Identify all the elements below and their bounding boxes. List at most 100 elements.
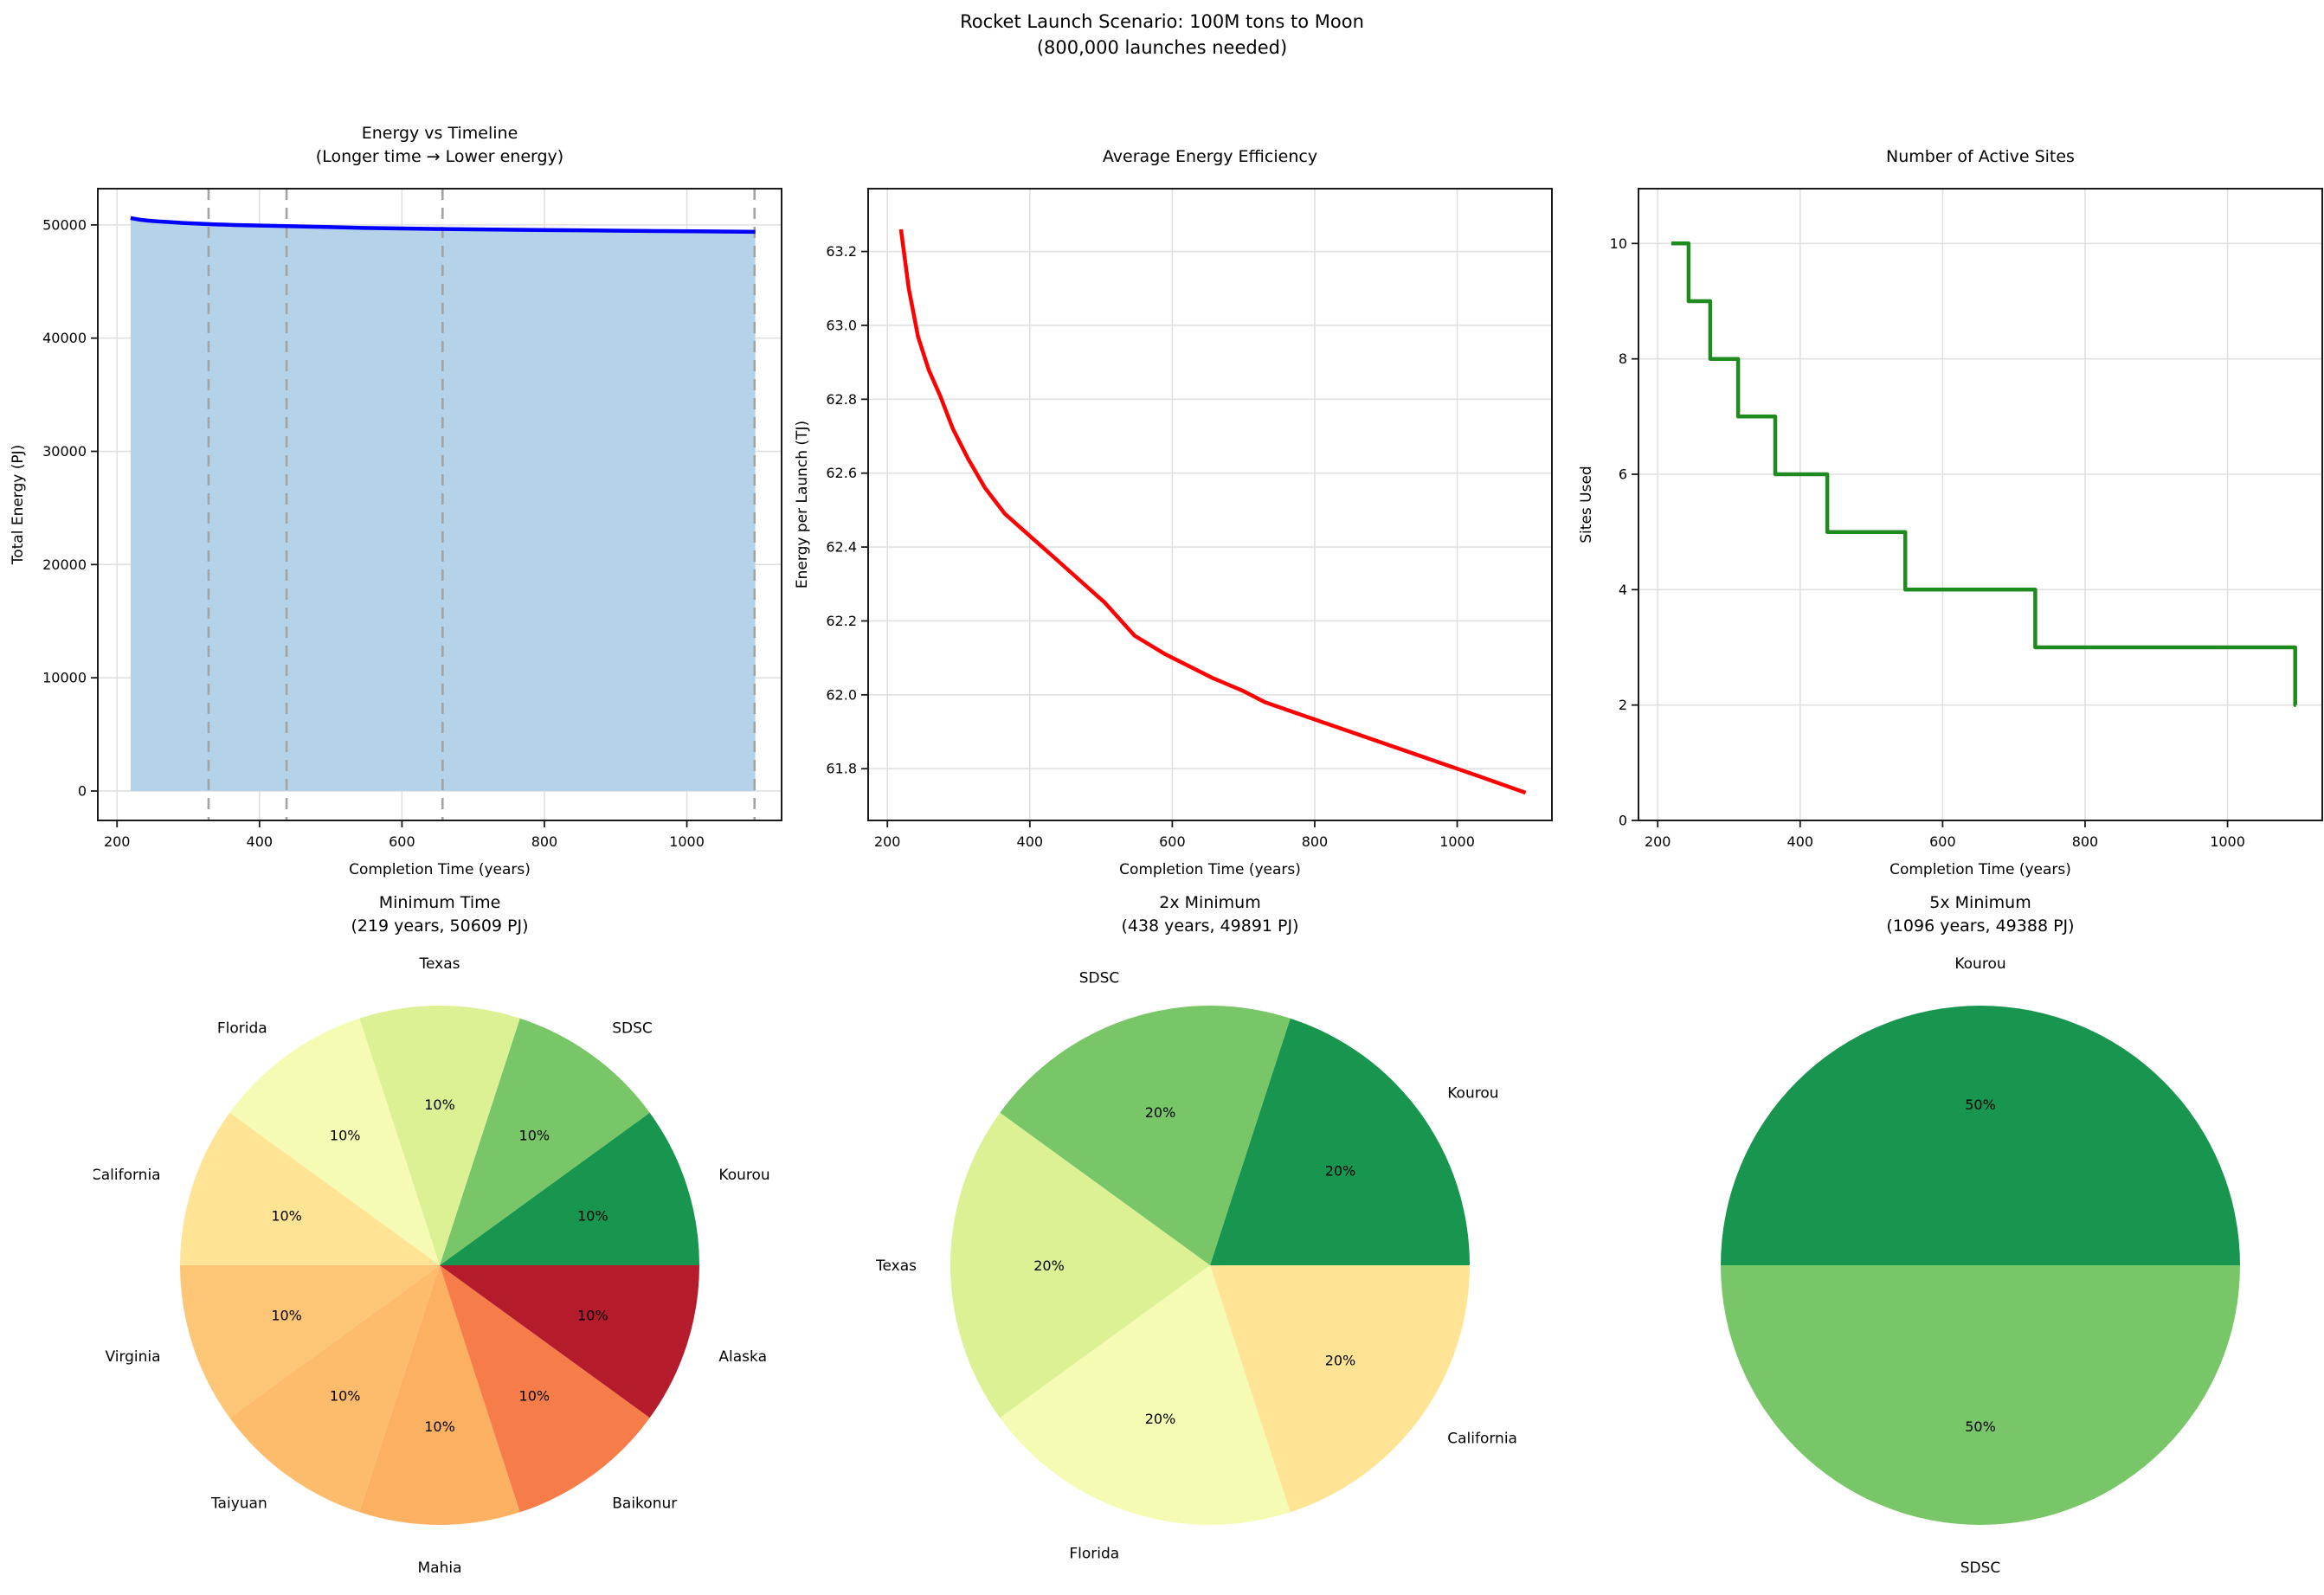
pie-pct-label: 10% xyxy=(577,1307,608,1323)
x-tick-label: 600 xyxy=(1159,833,1186,850)
y-axis-label: Sites Used xyxy=(1578,466,1595,543)
pie-slice-mahia xyxy=(359,1265,520,1525)
pie-slice-baikonur xyxy=(440,1265,650,1513)
x-tick-label: 400 xyxy=(247,833,274,850)
pie-site-label-taiyuan: Taiyuan xyxy=(210,1495,267,1512)
y-tick-label: 20000 xyxy=(42,556,87,573)
pie-site-label-florida: Florida xyxy=(1069,1545,1119,1562)
pie-slice-sdsc xyxy=(440,1018,650,1265)
pie-title-2x-minimum: 2x Minimum (438 years, 49891 PJ) xyxy=(1121,893,1299,936)
x-tick-label: 200 xyxy=(874,833,901,850)
y-tick-label: 62.0 xyxy=(826,686,857,703)
chart-title-energy-vs-timeline: Energy vs Timeline (Longer time → Lower … xyxy=(315,124,564,166)
x-axis-label: Completion Time (years) xyxy=(1889,861,2071,878)
pie-site-label-kourou: Kourou xyxy=(1954,955,2005,973)
pie-pct-label: 10% xyxy=(424,1097,455,1113)
chart-title-average-energy-efficiency: Average Energy Efficiency xyxy=(1102,147,1318,166)
y-tick-label: 10000 xyxy=(42,670,87,686)
y-tick-label: 62.2 xyxy=(826,613,857,629)
pie-pct-label: 10% xyxy=(424,1418,455,1435)
x-tick-label: 800 xyxy=(1302,833,1329,850)
pie-pct-label: 10% xyxy=(519,1387,550,1404)
pie-pct-label: 20% xyxy=(1145,1411,1176,1427)
pie-site-label-sdsc: SDSC xyxy=(1960,1560,2001,1577)
pie-site-label-virginia: Virginia xyxy=(105,1348,160,1366)
y-tick-label: 4 xyxy=(1619,582,1627,598)
y-tick-label: 63.2 xyxy=(826,243,857,260)
x-tick-label: 200 xyxy=(1645,833,1671,850)
y-tick-label: 8 xyxy=(1619,351,1627,367)
number-of-active-sites-chart: 200 400 600 800 1000 0 2 4 6 8 10 Completion Time (… xyxy=(1578,188,2323,878)
pie-site-label-sdsc: SDSC xyxy=(612,1020,653,1038)
pie-slice-alaska xyxy=(440,1265,699,1418)
pie-site-label-alaska: Alaska xyxy=(718,1348,767,1366)
energy-vs-timeline-chart: 200 400 600 800 1000010000200003000040000500… xyxy=(10,188,782,878)
pie-pct-label: 20% xyxy=(1325,1163,1356,1180)
y-tick-label: 0 xyxy=(78,782,87,799)
pie-pct-label: 10% xyxy=(271,1307,302,1323)
pie-site-label-california: California xyxy=(1447,1430,1517,1447)
y-tick-label: 50000 xyxy=(42,216,87,233)
y-tick-label: 10 xyxy=(1610,235,1627,252)
total-energy-line xyxy=(130,215,756,235)
pie-slice-taiyuan xyxy=(229,1265,440,1513)
x-tick-label: 400 xyxy=(1787,833,1814,850)
x-tick-label: 600 xyxy=(1929,833,1956,850)
sites-used-step-line xyxy=(1671,241,2297,707)
y-axis-label: Total Energy (PJ) xyxy=(10,445,27,566)
pie-pct-label: 10% xyxy=(330,1128,361,1144)
pie-site-label-baikonur: Baikonur xyxy=(612,1495,677,1512)
pie-slice-kourou xyxy=(440,1112,699,1265)
figure-title-line2: (800,000 launches needed) xyxy=(1036,37,1288,58)
figure-title-line1: Rocket Launch Scenario: 100M tons to Moo… xyxy=(960,11,1364,32)
pie-pct-label: 10% xyxy=(519,1128,550,1144)
pie-site-label-california: California xyxy=(93,1167,161,1184)
x-tick-label: 1000 xyxy=(669,833,705,850)
y-tick-label: 63.0 xyxy=(826,317,857,333)
pie-site-label-florida: Florida xyxy=(217,1020,267,1038)
figure-title: Rocket Launch Scenario: 100M tons to Moo… xyxy=(0,9,2324,61)
y-axis-label: Energy per Launch (TJ) xyxy=(794,421,811,588)
pie-pct-label: 20% xyxy=(1033,1257,1065,1274)
y-tick-label: 0 xyxy=(1619,813,1627,829)
pie-pct-label: 10% xyxy=(330,1387,361,1404)
pie-site-label-sdsc: SDSC xyxy=(1079,970,1120,987)
y-tick-label: 62.4 xyxy=(826,539,857,556)
axes-box xyxy=(1638,188,2323,821)
pie-slice-virginia xyxy=(180,1265,440,1418)
pie-slice-sdsc xyxy=(1000,1006,1291,1265)
pie-pct-label: 10% xyxy=(577,1208,608,1225)
x-tick-label: 800 xyxy=(2072,833,2099,850)
x-tick-label: 200 xyxy=(104,833,131,850)
pie-slice-florida xyxy=(229,1018,440,1265)
pie-pct-label: 20% xyxy=(1145,1104,1176,1121)
pie-pct-label: 50% xyxy=(1965,1097,1996,1113)
pie-slice-california xyxy=(1210,1265,1470,1513)
pie-chart-5x-minimum: 50% Kourou 50% SDSC xyxy=(1721,955,2240,1577)
y-tick-label: 2 xyxy=(1619,697,1627,713)
pie-site-label-kourou: Kourou xyxy=(718,1167,769,1184)
y-tick-label: 62.6 xyxy=(826,465,857,481)
pie-pct-label: 10% xyxy=(271,1208,302,1225)
y-tick-label: 30000 xyxy=(42,443,87,460)
x-axis-label: Completion Time (years) xyxy=(349,861,531,878)
pie-site-label-texas: Texas xyxy=(419,955,460,973)
x-axis-label: Completion Time (years) xyxy=(1119,861,1301,878)
energy-per-launch-line xyxy=(898,228,1527,795)
pie-site-label-kourou: Kourou xyxy=(1447,1085,1498,1103)
pie-title-minimum-time: Minimum Time (219 years, 50609 PJ) xyxy=(351,893,529,936)
pie-chart-2x-minimum: 20% Kourou 20% SDSC 20% Texas 20% Florida 20% Cal… xyxy=(875,970,1517,1563)
pie-slice-california xyxy=(180,1112,440,1265)
x-tick-label: 400 xyxy=(1017,833,1044,850)
pie-title-5x-minimum: 5x Minimum (1096 years, 49388 PJ) xyxy=(1886,893,2075,936)
pie-chart-minimum-time: 10% Kourou 10% SDSC 10% Texas 10% Florida 10% Cal… xyxy=(93,955,770,1577)
y-tick-label: 61.8 xyxy=(826,761,857,777)
pie-pct-label: 50% xyxy=(1965,1418,1996,1435)
y-tick-label: 6 xyxy=(1619,466,1627,483)
x-tick-label: 800 xyxy=(531,833,558,850)
pie-site-label-texas: Texas xyxy=(875,1257,917,1275)
pie-slice-sdsc xyxy=(1721,1265,2240,1525)
average-energy-efficiency-chart: 200 400 600 800 1000 61.8 62.0 62.2 62.4 62.6 62.8… xyxy=(794,188,1553,878)
chart-title-number-of-active-sites: Number of Active Sites xyxy=(1886,147,2075,166)
